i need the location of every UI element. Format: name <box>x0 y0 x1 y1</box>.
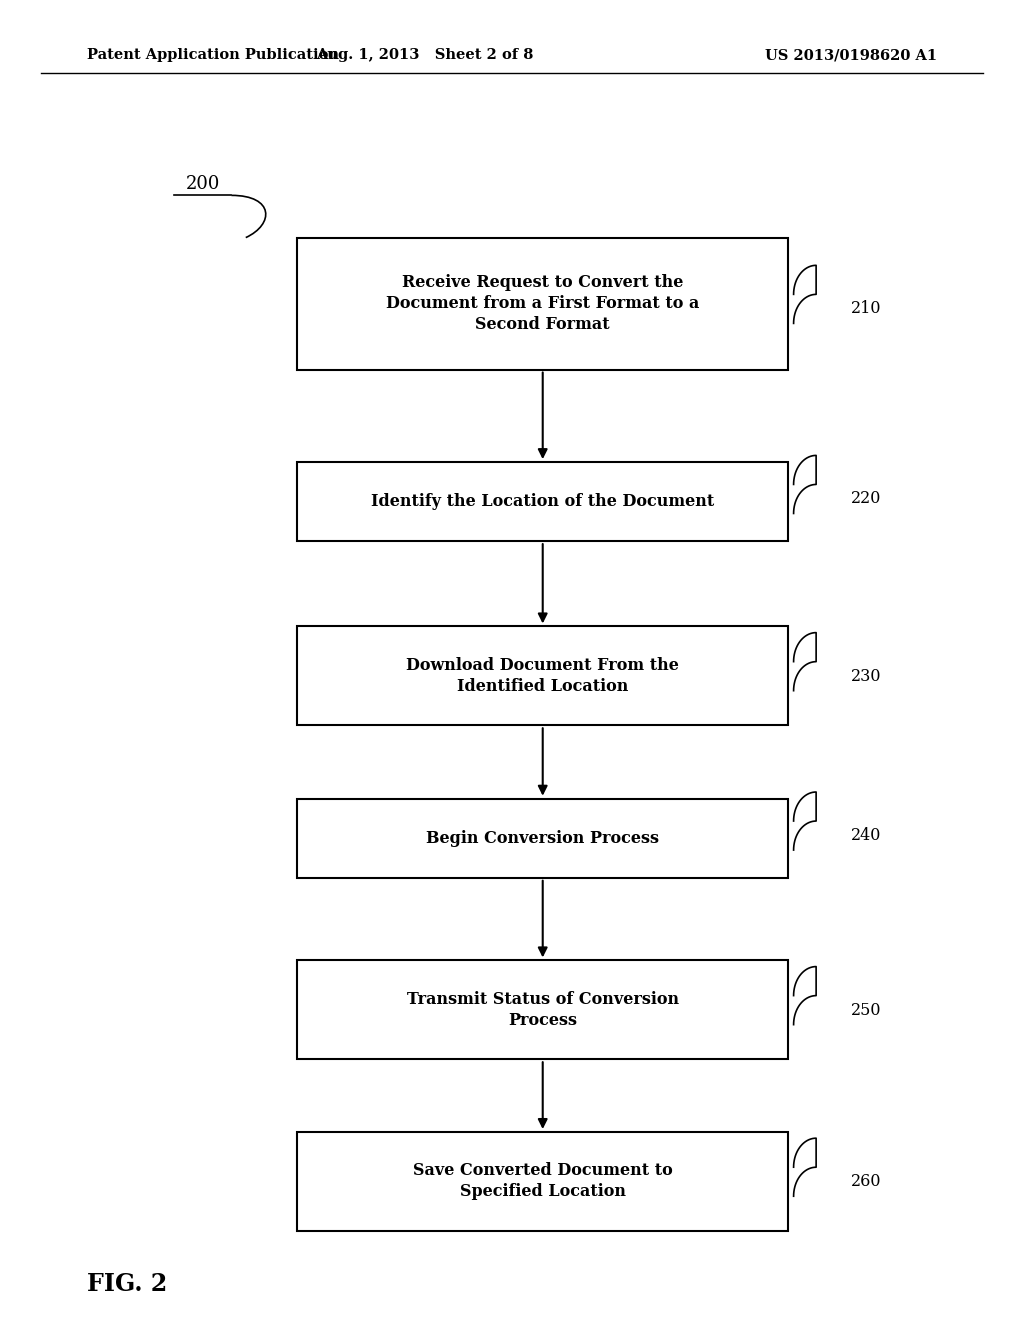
Text: 220: 220 <box>851 491 882 507</box>
Text: Aug. 1, 2013   Sheet 2 of 8: Aug. 1, 2013 Sheet 2 of 8 <box>316 49 534 62</box>
Text: FIG. 2: FIG. 2 <box>87 1272 167 1296</box>
Bar <box>297 238 788 370</box>
Text: 250: 250 <box>851 1002 882 1019</box>
Text: Patent Application Publication: Patent Application Publication <box>87 49 339 62</box>
Bar <box>297 1131 788 1230</box>
Text: 260: 260 <box>851 1173 882 1191</box>
Text: 210: 210 <box>851 301 882 317</box>
Bar <box>297 462 788 541</box>
Bar <box>297 799 788 878</box>
Text: 230: 230 <box>851 668 882 685</box>
Text: US 2013/0198620 A1: US 2013/0198620 A1 <box>765 49 937 62</box>
Text: Save Converted Document to
Specified Location: Save Converted Document to Specified Loc… <box>413 1163 673 1200</box>
Text: Receive Request to Convert the
Document from a First Format to a
Second Format: Receive Request to Convert the Document … <box>386 275 699 333</box>
Text: Download Document From the
Identified Location: Download Document From the Identified Lo… <box>407 657 679 694</box>
Text: Transmit Status of Conversion
Process: Transmit Status of Conversion Process <box>407 991 679 1028</box>
Bar <box>297 961 788 1059</box>
Text: 200: 200 <box>185 174 220 193</box>
Text: Begin Conversion Process: Begin Conversion Process <box>426 830 659 846</box>
Text: Identify the Location of the Document: Identify the Location of the Document <box>371 494 715 510</box>
Text: 240: 240 <box>851 828 882 843</box>
Bar <box>297 627 788 726</box>
